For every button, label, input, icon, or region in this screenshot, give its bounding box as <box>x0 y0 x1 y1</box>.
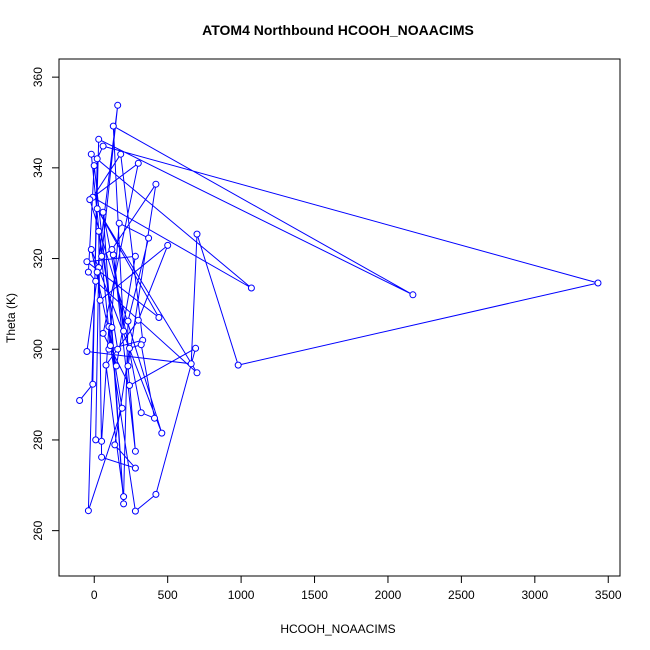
data-point <box>111 441 119 449</box>
data-point <box>98 453 106 461</box>
data-point <box>114 101 122 109</box>
y-tick-label: 280 <box>31 430 45 450</box>
data-point <box>84 268 92 276</box>
data-point <box>98 437 106 445</box>
x-tick-label: 500 <box>158 588 178 602</box>
data-point <box>120 327 128 335</box>
data-point <box>84 507 92 515</box>
data-point <box>109 122 117 130</box>
x-tick-label: 0 <box>91 588 98 602</box>
data-point <box>99 329 107 337</box>
data-point <box>187 360 195 368</box>
data-point <box>95 227 103 235</box>
data-point <box>131 447 139 455</box>
data-point <box>112 362 120 370</box>
y-tick-label: 300 <box>31 339 45 359</box>
data-point <box>87 246 95 253</box>
data-point <box>117 150 125 158</box>
data-point <box>76 397 84 404</box>
data-point <box>158 429 166 437</box>
data-point <box>86 196 94 204</box>
x-axis: 0 500 1000 1500 2000 2500 3000 3500 <box>91 575 622 602</box>
y-axis: 260 280 300 320 340 360 <box>31 67 60 541</box>
y-axis-label: Theta (K) <box>4 293 18 343</box>
y-tick-label: 260 <box>31 520 45 540</box>
data-point <box>192 344 200 352</box>
data-point <box>126 382 133 389</box>
data-point <box>131 507 139 515</box>
chart-title: ATOM4 Northbound HCOOH_NOAACIMS <box>202 22 474 38</box>
data-point <box>98 252 106 260</box>
data-point <box>145 234 153 242</box>
x-tick-label: 2500 <box>448 588 475 602</box>
data-point <box>234 361 242 369</box>
data-point <box>124 362 132 370</box>
data-point <box>134 316 142 324</box>
y-tick-label: 360 <box>31 67 45 87</box>
data-point <box>93 205 101 213</box>
data-point <box>155 314 163 321</box>
data-point <box>409 291 417 299</box>
x-tick-label: 3000 <box>521 588 548 602</box>
data-point <box>83 348 91 355</box>
data-point <box>151 414 158 422</box>
data-point <box>106 342 114 350</box>
data-point <box>90 162 98 170</box>
data-point <box>164 241 172 249</box>
data-point <box>120 500 128 508</box>
data-point <box>193 230 201 238</box>
data-point <box>99 208 107 216</box>
x-tick-label: 1000 <box>228 588 255 602</box>
data-point <box>131 464 139 472</box>
data-point <box>137 409 145 417</box>
x-tick-label: 2000 <box>375 588 402 602</box>
data-point <box>96 296 104 304</box>
data-point <box>115 219 123 227</box>
data-point <box>124 317 132 325</box>
data-point <box>108 324 116 331</box>
y-tick-label: 340 <box>31 158 45 178</box>
data-point <box>131 252 139 260</box>
data-point <box>120 493 128 501</box>
data-point <box>193 369 201 377</box>
x-tick-label: 3500 <box>595 588 622 602</box>
data-point <box>594 279 602 287</box>
data-point <box>152 180 160 188</box>
y-tick-label: 320 <box>31 248 45 268</box>
data-point <box>114 345 122 353</box>
data-point <box>92 436 100 444</box>
data-point <box>102 361 110 369</box>
x-tick-label: 1500 <box>301 588 328 602</box>
data-point <box>152 490 160 498</box>
data-point <box>118 404 126 412</box>
data-point <box>126 344 133 352</box>
data-point <box>108 246 116 253</box>
data-point <box>95 135 103 143</box>
data-point <box>137 341 145 349</box>
data-point <box>134 159 142 167</box>
data-point <box>83 258 91 266</box>
data-point <box>92 277 100 285</box>
data-point <box>87 150 95 158</box>
data-point <box>93 268 101 276</box>
data-point <box>99 142 107 150</box>
data-point <box>93 155 101 163</box>
data-point <box>247 284 255 292</box>
data-point <box>89 380 97 388</box>
x-axis-label: HCOOH_NOAACIMS <box>280 622 395 636</box>
series-layer <box>76 101 602 515</box>
